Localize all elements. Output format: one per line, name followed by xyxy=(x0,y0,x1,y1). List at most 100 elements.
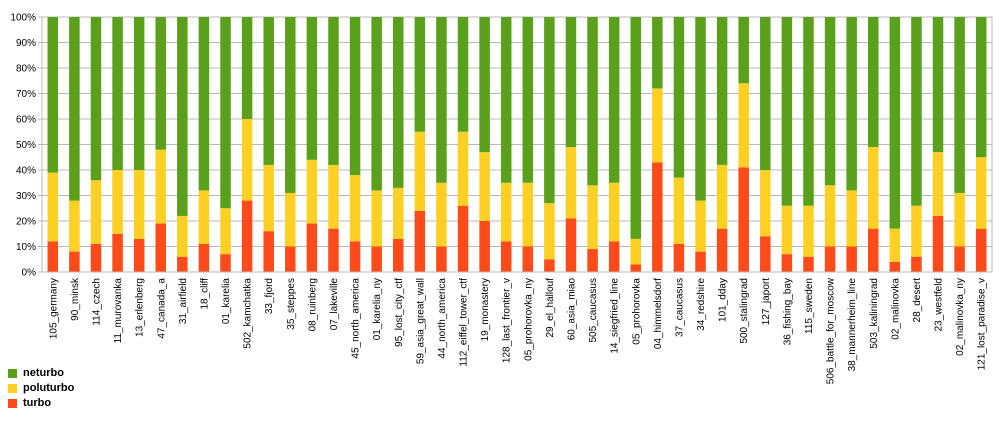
y-tick-label: 30% xyxy=(16,191,36,202)
bar-poluturbo xyxy=(954,192,965,247)
bar-neturbo xyxy=(889,17,901,229)
bar-neturbo xyxy=(133,17,145,170)
bar-turbo xyxy=(781,254,793,272)
bar-neturbo xyxy=(479,17,490,153)
bar-poluturbo xyxy=(522,182,534,247)
x-tick-label: 95_lost_city_ctf xyxy=(394,278,405,347)
x-tick-label: 02_malinovka_ny xyxy=(955,278,966,356)
x-tick-label: 60_asia_miao xyxy=(566,278,577,341)
bar-turbo xyxy=(975,228,987,272)
x-tick-label: 08_ruinberg xyxy=(307,278,318,331)
bar-poluturbo xyxy=(69,200,80,252)
bar-poluturbo xyxy=(587,185,598,250)
bar-neturbo xyxy=(630,17,641,239)
bar-turbo xyxy=(630,264,641,272)
bar-poluturbo xyxy=(608,182,620,242)
bar-turbo xyxy=(112,233,123,272)
bar-neturbo xyxy=(306,17,318,160)
bar-poluturbo xyxy=(47,172,59,242)
bar-turbo xyxy=(544,259,555,272)
bar-poluturbo xyxy=(306,159,318,224)
bar-poluturbo xyxy=(803,205,814,257)
bar-poluturbo xyxy=(868,147,879,229)
y-tick-label: 70% xyxy=(16,89,36,100)
legend-item-turbo: turbo xyxy=(8,396,74,410)
x-tick-label: 506_battle_for_moscow xyxy=(826,277,837,384)
bar-turbo xyxy=(565,218,577,272)
bar-turbo xyxy=(285,246,296,272)
bar-neturbo xyxy=(241,17,253,119)
bar-turbo xyxy=(500,241,512,272)
x-tick-label: 90_minsk xyxy=(70,277,81,321)
bar-neturbo xyxy=(155,17,166,150)
bar-turbo xyxy=(371,246,382,272)
x-tick-label: 44_north_america xyxy=(437,278,448,359)
bar-neturbo xyxy=(500,17,512,183)
legend-label-turbo: turbo xyxy=(23,397,52,409)
x-tick-label: 45_north_america xyxy=(351,278,362,359)
bar-poluturbo xyxy=(177,215,188,257)
bar-neturbo xyxy=(868,17,879,148)
bar-poluturbo xyxy=(414,131,426,211)
x-tick-label: 121_lost_paradise_v xyxy=(977,278,988,370)
bar-turbo xyxy=(241,200,253,272)
bar-neturbo xyxy=(436,17,447,183)
bar-poluturbo xyxy=(133,170,145,239)
bar-turbo xyxy=(738,167,749,272)
bar-poluturbo xyxy=(349,175,361,242)
bar-poluturbo xyxy=(760,170,771,237)
bar-turbo xyxy=(932,215,944,272)
bar-poluturbo xyxy=(975,157,987,229)
bar-neturbo xyxy=(371,17,382,191)
bar-turbo xyxy=(220,254,231,272)
bar-poluturbo xyxy=(738,83,749,168)
bar-turbo xyxy=(824,246,836,272)
bar-turbo xyxy=(652,162,663,272)
bar-neturbo xyxy=(90,17,102,181)
x-tick-label: 05_prohorovka xyxy=(631,278,642,345)
bar-turbo xyxy=(479,221,490,272)
x-tick-label: 47_canada_a xyxy=(156,278,167,339)
x-tick-label: 502_kamchatka xyxy=(243,278,254,349)
bar-neturbo xyxy=(544,17,555,204)
bar-turbo xyxy=(47,241,59,272)
bar-poluturbo xyxy=(673,177,685,244)
bar-neturbo xyxy=(393,17,404,188)
bar-turbo xyxy=(889,261,901,272)
bar-poluturbo xyxy=(436,182,447,247)
bar-neturbo xyxy=(932,17,944,153)
bar-poluturbo xyxy=(241,119,253,201)
bar-poluturbo xyxy=(112,170,123,234)
legend-label-neturbo: neturbo xyxy=(23,367,64,379)
y-tick-label: 90% xyxy=(16,38,36,49)
bar-neturbo xyxy=(349,17,361,176)
bar-poluturbo xyxy=(500,182,512,242)
x-tick-label: 505_caucasus xyxy=(588,278,599,343)
bar-turbo xyxy=(695,251,706,272)
x-tick-label: 11_murovanka xyxy=(113,278,124,344)
bar-neturbo xyxy=(263,17,274,165)
y-tick-label: 50% xyxy=(16,140,36,151)
y-tick-label: 60% xyxy=(16,115,36,126)
bar-poluturbo xyxy=(695,200,706,252)
x-tick-label: 101_dday xyxy=(718,278,729,322)
x-tick-label: 115_sweden xyxy=(804,278,815,334)
bar-poluturbo xyxy=(911,205,922,257)
bar-neturbo xyxy=(608,17,620,183)
bar-poluturbo xyxy=(630,238,641,265)
bar-poluturbo xyxy=(846,190,857,247)
x-tick-label: 29_el_hallouf xyxy=(545,278,556,338)
bar-neturbo xyxy=(328,17,339,165)
y-tick-label: 100% xyxy=(10,13,36,24)
bar-neturbo xyxy=(198,17,210,191)
y-axis-ticks: 0% 10% 20% 30% 40% 50% 60% 70% 80% 90% 100% xyxy=(10,13,42,279)
bar-poluturbo xyxy=(889,228,901,262)
bar-poluturbo xyxy=(155,149,166,224)
x-tick-label: 503_kaliningrad xyxy=(869,278,880,349)
bar-poluturbo xyxy=(781,205,793,255)
bar-turbo xyxy=(436,246,447,272)
bar-neturbo xyxy=(760,17,771,170)
bar-neturbo xyxy=(975,17,987,158)
legend: neturbo poluturbo turbo xyxy=(8,366,74,411)
